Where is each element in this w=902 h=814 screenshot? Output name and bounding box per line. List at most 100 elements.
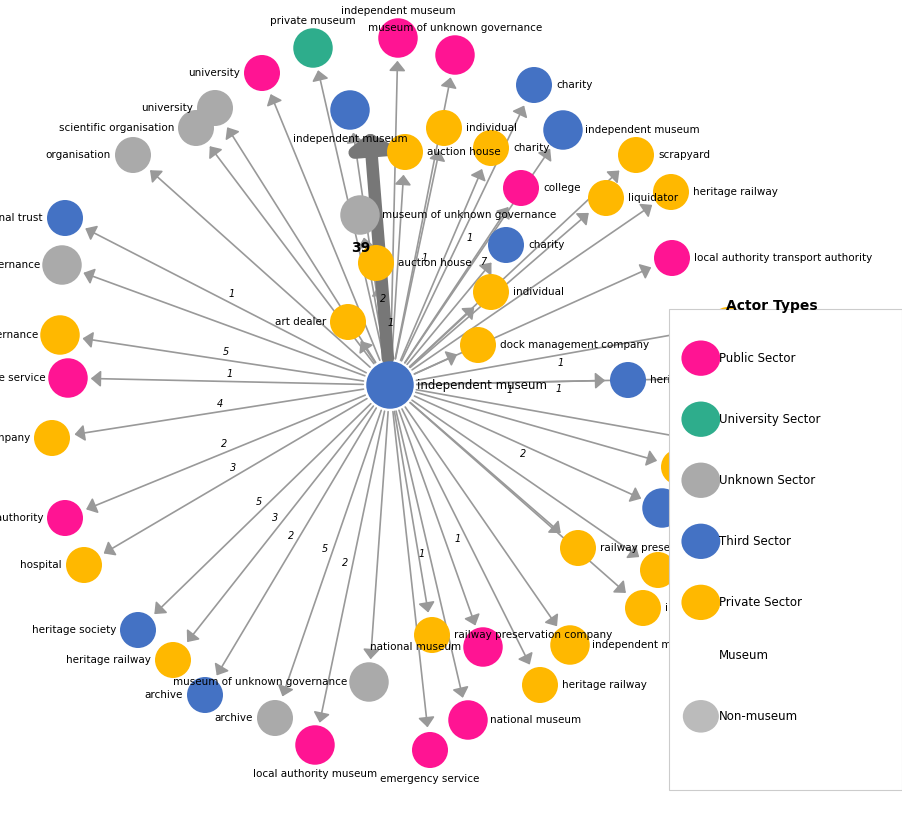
Text: 2: 2 <box>342 558 348 568</box>
Circle shape <box>683 639 719 672</box>
Text: independent museum: independent museum <box>684 503 798 513</box>
Text: 7: 7 <box>480 257 486 267</box>
Text: local authority: local authority <box>0 513 43 523</box>
Text: independent museum: independent museum <box>417 379 547 392</box>
Circle shape <box>358 245 394 281</box>
Circle shape <box>683 464 719 497</box>
Circle shape <box>488 227 524 263</box>
Circle shape <box>460 327 496 363</box>
Text: 5: 5 <box>255 497 262 507</box>
Text: auction house: auction house <box>427 147 501 157</box>
Circle shape <box>66 547 102 583</box>
Circle shape <box>683 403 719 435</box>
Text: 1: 1 <box>466 234 473 243</box>
Circle shape <box>654 240 690 276</box>
Text: 1: 1 <box>557 358 564 368</box>
Circle shape <box>522 667 558 703</box>
Text: 39: 39 <box>352 240 371 255</box>
Text: 1: 1 <box>228 290 235 300</box>
Text: Non-museum: Non-museum <box>719 710 798 723</box>
Text: emergency service: emergency service <box>381 774 480 784</box>
Circle shape <box>661 449 697 485</box>
Text: museum and archive service: museum and archive service <box>0 373 46 383</box>
Circle shape <box>625 590 661 626</box>
Circle shape <box>42 317 78 353</box>
Text: archive: archive <box>144 690 183 700</box>
Text: national museum: national museum <box>370 642 461 652</box>
Text: heritage society: heritage society <box>32 625 116 635</box>
Text: heritage railway: heritage railway <box>680 565 765 575</box>
Text: 3: 3 <box>272 513 279 523</box>
Circle shape <box>644 490 680 526</box>
Text: Public Sector: Public Sector <box>719 352 796 365</box>
Circle shape <box>437 37 473 73</box>
Circle shape <box>115 137 151 173</box>
Text: scientific organisation: scientific organisation <box>59 123 174 133</box>
Circle shape <box>332 92 368 128</box>
Circle shape <box>178 110 214 146</box>
Text: university: university <box>189 68 240 78</box>
Circle shape <box>545 112 581 148</box>
Text: museum of unknown governance: museum of unknown governance <box>0 330 38 340</box>
Circle shape <box>708 360 744 396</box>
Text: college: college <box>543 183 581 193</box>
Text: Private Sector: Private Sector <box>719 596 802 609</box>
Text: hospital: hospital <box>21 560 62 570</box>
Text: museum of unknown governance: museum of unknown governance <box>382 210 557 220</box>
Circle shape <box>473 130 509 166</box>
Circle shape <box>380 20 416 56</box>
Text: dock management company: dock management company <box>500 340 649 350</box>
Text: heritage railway: heritage railway <box>650 375 735 385</box>
Text: Third Sector: Third Sector <box>719 535 791 548</box>
Text: museum of unknown governance: museum of unknown governance <box>368 23 542 33</box>
Circle shape <box>342 197 378 233</box>
Circle shape <box>710 307 746 343</box>
Text: archive: archive <box>215 713 253 723</box>
Circle shape <box>610 362 646 398</box>
Circle shape <box>412 732 448 768</box>
Text: 2: 2 <box>288 531 294 540</box>
Text: 1: 1 <box>455 534 461 544</box>
Text: organisation: organisation <box>46 150 111 160</box>
Text: individual: individual <box>748 373 799 383</box>
Circle shape <box>297 727 333 763</box>
Circle shape <box>683 586 719 619</box>
Text: 2: 2 <box>520 449 526 459</box>
Text: museum of unknown governance: museum of unknown governance <box>173 677 347 687</box>
Circle shape <box>450 702 486 738</box>
Text: Actor Types: Actor Types <box>726 300 818 313</box>
Text: 1: 1 <box>419 549 424 559</box>
Circle shape <box>473 274 509 310</box>
Circle shape <box>47 200 83 236</box>
Text: railway preservation company: railway preservation company <box>454 630 612 640</box>
Circle shape <box>683 525 719 558</box>
Circle shape <box>696 425 732 461</box>
Text: private museum: private museum <box>271 16 355 26</box>
Circle shape <box>516 67 552 103</box>
Text: individual: individual <box>665 603 716 613</box>
Text: heritage railway: heritage railway <box>562 680 647 690</box>
Circle shape <box>50 360 86 396</box>
Text: 3: 3 <box>230 463 236 473</box>
Circle shape <box>552 627 588 663</box>
Text: 1: 1 <box>422 253 428 263</box>
Text: individual: individual <box>513 287 564 297</box>
Text: national trust: national trust <box>0 213 43 223</box>
Text: university: university <box>141 103 193 113</box>
Text: local authority museum: local authority museum <box>253 769 377 779</box>
Text: 5: 5 <box>322 544 328 554</box>
Text: charity: charity <box>513 143 549 153</box>
Circle shape <box>683 342 719 374</box>
Text: independent museum: independent museum <box>592 640 706 650</box>
Text: heritage railway: heritage railway <box>693 187 778 197</box>
Circle shape <box>155 642 191 678</box>
Text: scrapyard: scrapyard <box>750 320 802 330</box>
Circle shape <box>244 55 280 91</box>
Circle shape <box>588 180 624 216</box>
Circle shape <box>295 30 331 66</box>
Text: charity: charity <box>556 80 593 90</box>
Text: national museum: national museum <box>490 715 581 725</box>
Text: auction house: auction house <box>736 438 810 448</box>
Circle shape <box>330 304 366 340</box>
Text: individual: individual <box>701 462 752 472</box>
